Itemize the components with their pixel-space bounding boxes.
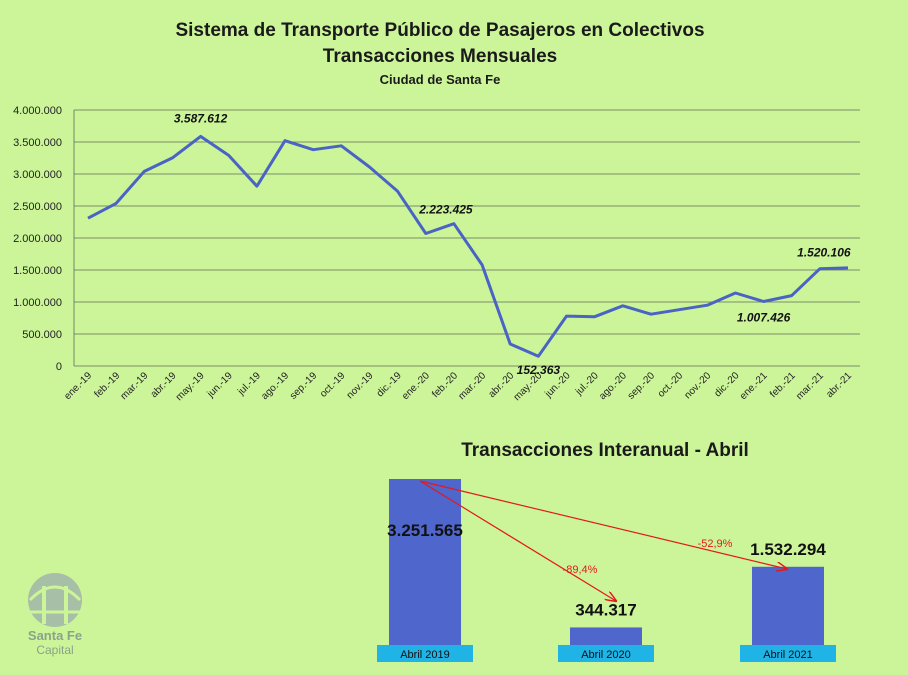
- logo-text-line2: Capital: [36, 643, 74, 657]
- x-tick-label: ago.-20: [597, 370, 629, 402]
- y-tick-label: 500.000: [22, 329, 62, 341]
- y-tick-label: 2.000.000: [13, 233, 62, 245]
- y-tick-label: 2.500.000: [13, 201, 62, 213]
- chart-title: Sistema de Transporte Público de Pasajer…: [175, 20, 705, 41]
- y-tick-label: 3.500.000: [13, 137, 62, 149]
- bar-category-box: [377, 645, 473, 662]
- data-label: 1.007.426: [737, 311, 791, 325]
- x-tick-label: mar.-19: [119, 370, 151, 402]
- x-tick-label: mar.-20: [456, 370, 488, 402]
- bar-category-label: Abril 2021: [763, 649, 813, 661]
- data-label: 1.520.106: [797, 246, 851, 260]
- x-tick-label: ene.-21: [738, 370, 770, 402]
- y-tick-label: 1.000.000: [13, 297, 62, 309]
- x-tick-label: nov.-19: [345, 370, 376, 401]
- bar-category-box: [740, 645, 836, 662]
- x-tick-label: mar.-21: [794, 370, 826, 402]
- x-tick-label: jun.-19: [205, 370, 235, 400]
- x-tick-label: feb.-20: [430, 370, 460, 400]
- santa-fe-logo-icon: [28, 573, 82, 627]
- data-label: 3.587.612: [174, 111, 228, 125]
- x-tick-label: sep.-19: [288, 370, 320, 402]
- y-tick-label: 4.000.000: [13, 105, 62, 117]
- santa-fe-logo: Santa Fe Capital: [18, 628, 92, 657]
- bar-category-label: Abril 2020: [581, 649, 631, 661]
- chart-subtitle: Ciudad de Santa Fe: [379, 72, 501, 87]
- bar-category-box: [558, 645, 654, 662]
- chart-header: Sistema de Transporte Público de Pasajer…: [0, 18, 880, 90]
- bar: [570, 627, 642, 645]
- change-arrow: [419, 480, 616, 601]
- bar-value-label: 3.251.565: [387, 521, 463, 540]
- series-line: [87, 134, 849, 358]
- y-tick-label: 3.000.000: [13, 169, 62, 181]
- y-tick-label: 1.500.000: [13, 265, 62, 277]
- x-tick-label: ene.-19: [62, 370, 94, 402]
- logo-text-line1: Santa Fe: [27, 628, 83, 643]
- y-tick-label: 0: [56, 361, 62, 373]
- bar-value-label: 344.317: [575, 600, 636, 619]
- x-tick-label: ene.-20: [400, 370, 432, 402]
- bar-chart-title: Transacciones Interanual - Abril: [461, 440, 749, 461]
- x-tick-label: feb.-21: [768, 370, 798, 400]
- x-tick-label: abr.-21: [824, 370, 854, 400]
- bar: [752, 566, 824, 645]
- data-label: 2.223.425: [418, 203, 473, 217]
- bar: [389, 479, 461, 645]
- change-arrow: [419, 480, 787, 569]
- x-tick-label: sep.-20: [626, 370, 658, 402]
- x-tick-label: ago.-19: [259, 370, 291, 402]
- x-tick-label: feb.-19: [92, 370, 122, 400]
- x-tick-label: nov.-20: [683, 370, 714, 401]
- x-tick-label: oct.-19: [318, 370, 348, 400]
- x-tick-label: oct.-20: [656, 370, 686, 400]
- bar-value-label: 1.532.294: [750, 540, 826, 559]
- x-tick-label: may.-19: [174, 370, 207, 403]
- change-label: -89,4%: [563, 564, 598, 576]
- chart-title-line2: Transacciones Mensuales: [322, 46, 558, 67]
- bar-category-label: Abril 2019: [400, 649, 450, 661]
- change-label: -52,9%: [698, 538, 733, 550]
- data-label: 152.363: [517, 363, 561, 377]
